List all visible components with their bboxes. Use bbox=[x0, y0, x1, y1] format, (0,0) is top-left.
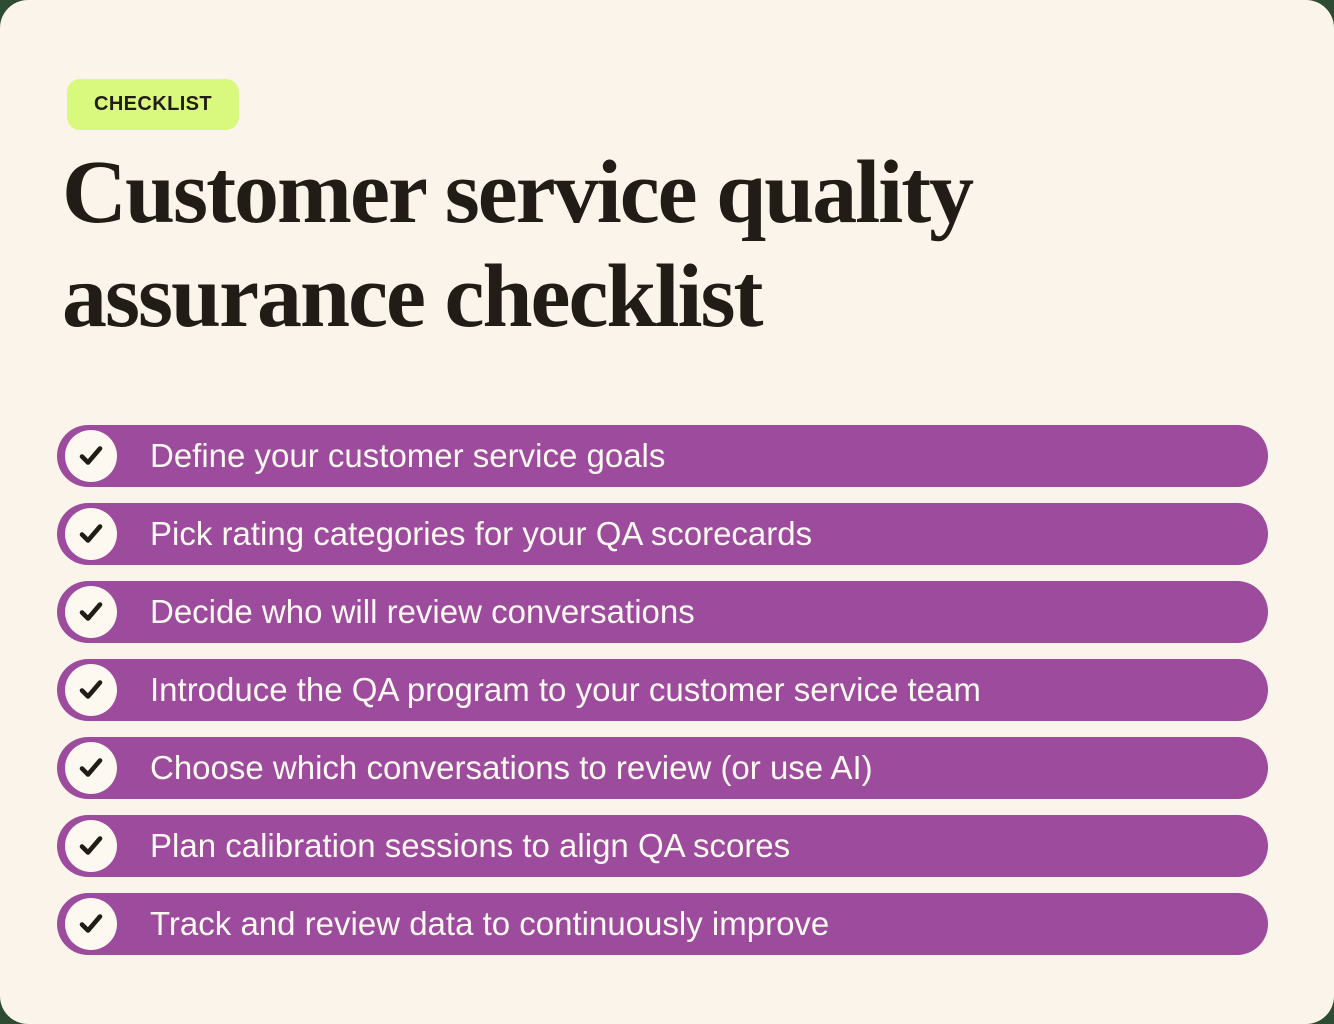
check-circle bbox=[65, 820, 117, 872]
checklist-item-label: Decide who will review conversations bbox=[150, 593, 695, 630]
check-circle bbox=[65, 898, 117, 950]
checklist-item: Track and review data to continuously im… bbox=[57, 893, 1268, 955]
check-icon bbox=[79, 836, 103, 855]
page-title: Customer service quality assurance check… bbox=[62, 141, 1334, 349]
checklist-item: Pick rating categories for your QA score… bbox=[57, 503, 1268, 565]
checklist-item-label: Define your customer service goals bbox=[150, 437, 666, 474]
check-icon bbox=[79, 446, 103, 465]
checklist-item-label: Pick rating categories for your QA score… bbox=[150, 515, 813, 552]
checklist-item: Decide who will review conversations bbox=[57, 581, 1268, 643]
check-circle bbox=[65, 742, 117, 794]
check-icon bbox=[79, 602, 103, 621]
check-icon bbox=[79, 914, 103, 933]
check-circle bbox=[65, 430, 117, 482]
page-title-line-2: assurance checklist bbox=[62, 247, 763, 346]
check-icon bbox=[79, 758, 103, 777]
check-icon bbox=[79, 680, 103, 699]
checklist: Define your customer service goals Pick … bbox=[57, 425, 1268, 955]
check-circle bbox=[65, 664, 117, 716]
checklist-item: Choose which conversations to review (or… bbox=[57, 737, 1268, 799]
page-title-line-1: Customer service quality bbox=[62, 143, 974, 242]
checklist-item: Define your customer service goals bbox=[57, 425, 1268, 487]
check-circle bbox=[65, 586, 117, 638]
checklist-badge: CHECKLIST bbox=[67, 79, 240, 130]
checklist-item-label: Track and review data to continuously im… bbox=[150, 905, 830, 942]
checklist-item: Introduce the QA program to your custome… bbox=[57, 659, 1268, 721]
checklist-item-label: Introduce the QA program to your custome… bbox=[150, 671, 981, 708]
check-circle bbox=[65, 508, 117, 560]
checklist-item-label: Plan calibration sessions to align QA sc… bbox=[150, 827, 791, 864]
badge-row: CHECKLIST bbox=[0, 0, 1334, 130]
checklist-item: Plan calibration sessions to align QA sc… bbox=[57, 815, 1268, 877]
check-icon bbox=[79, 524, 103, 543]
checklist-item-label: Choose which conversations to review (or… bbox=[150, 749, 873, 786]
